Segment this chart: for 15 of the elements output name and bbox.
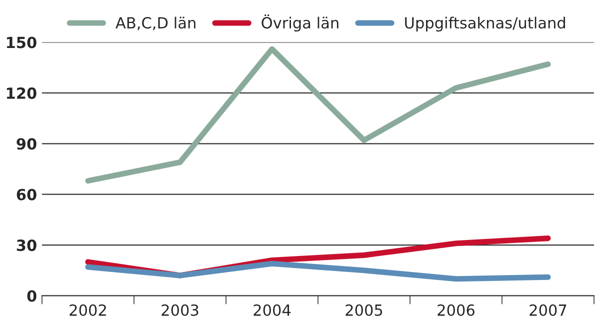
y-tick-label: 150 [6, 36, 36, 48]
x-tick-label: 2006 [438, 304, 474, 316]
x-tick-label: 2002 [70, 304, 106, 316]
y-tick-label: 120 [6, 87, 36, 99]
y-tick-label: 30 [16, 240, 36, 252]
y-tick-label: 0 [27, 290, 36, 302]
y-tick-label: 60 [16, 188, 36, 200]
x-tick-label: 2003 [162, 304, 198, 316]
y-tick-label: 90 [16, 138, 36, 150]
legend-label: AB,C,D län [116, 16, 196, 30]
legend-label: Övriga län [262, 14, 338, 32]
x-tick-label: 2005 [346, 304, 382, 316]
x-tick-label: 2004 [254, 304, 291, 316]
legend-label: Uppgiftsaknas/utland [405, 16, 566, 32]
x-tick-label: 2007 [530, 304, 566, 316]
